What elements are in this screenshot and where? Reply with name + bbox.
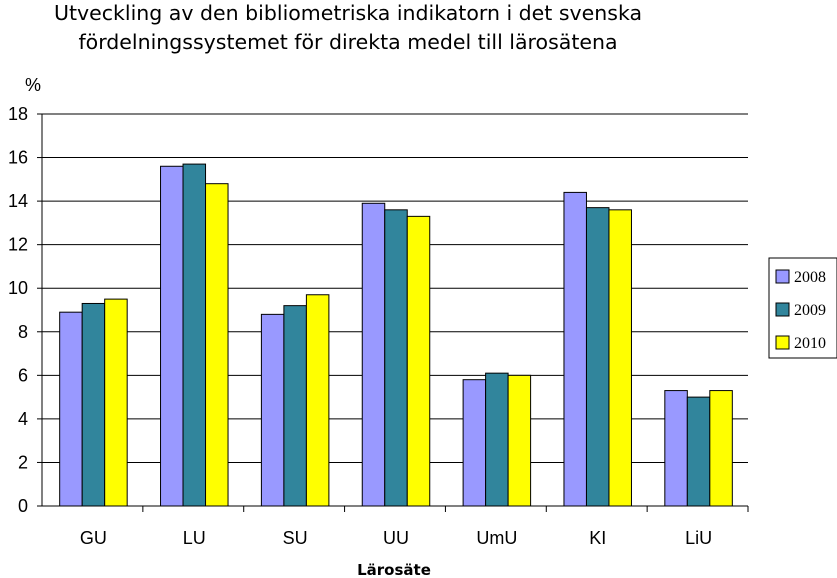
bar-GU-2010 [104, 298, 128, 507]
x-tick-label: LiU [685, 528, 712, 548]
y-tick-label: 8 [18, 322, 28, 342]
legend-label-2009: 2009 [794, 302, 826, 319]
bar-UmU-2008 [462, 379, 487, 507]
bar-KI-2008 [563, 191, 587, 507]
bar-GU-2008 [59, 311, 83, 507]
x-tick-label: LU [183, 528, 206, 548]
chart-title-line-1: Utveckling av den bibliometriska indikat… [54, 1, 642, 25]
x-tick-label: SU [283, 528, 308, 548]
bars [59, 163, 733, 507]
x-tick-labels: GU LU SU UU UmU KI LiU [80, 528, 712, 548]
legend-swatch-2009 [775, 302, 790, 317]
y-tick-label: 10 [8, 278, 28, 298]
legend-swatch-2008 [775, 269, 790, 284]
bar-UmU-2010 [507, 374, 532, 507]
y-tick-label: 12 [8, 235, 28, 255]
bar-UU-2009 [384, 209, 408, 507]
bar-LiU-2010 [709, 390, 733, 507]
bar-UU-2008 [361, 202, 386, 507]
x-tick-label: UmU [476, 528, 517, 548]
x-axis-title: Lärosäte [357, 561, 431, 578]
legend-label-2010: 2010 [794, 335, 826, 352]
y-tick-labels: 0 2 4 6 8 10 12 14 16 18 [8, 104, 28, 516]
bar-LiU-2008 [664, 390, 688, 507]
chart-title-line-2: fördelningssystemet för direkta medel ti… [78, 30, 617, 54]
bar-UU-2010 [406, 215, 431, 507]
y-axis-unit-label: % [25, 75, 41, 95]
bar-GU-2009 [81, 302, 106, 507]
y-tick-label: 18 [8, 104, 28, 124]
bar-SU-2008 [260, 313, 285, 507]
y-tick-label: 2 [18, 452, 28, 472]
x-tick-label: UU [383, 528, 409, 548]
x-tick-label: KI [589, 528, 606, 548]
bar-LU-2008 [160, 165, 184, 507]
y-tick-label: 4 [18, 409, 28, 429]
bar-KI-2009 [585, 207, 610, 507]
y-tick-label: 0 [18, 496, 28, 516]
x-tick-label: GU [80, 528, 107, 548]
y-tick-label: 16 [8, 148, 28, 168]
y-tick-label: 6 [18, 365, 28, 385]
bar-KI-2010 [608, 209, 632, 507]
bar-LiU-2009 [686, 396, 711, 507]
y-tick-label: 14 [8, 191, 28, 211]
bar-SU-2009 [283, 305, 307, 507]
bar-LU-2010 [205, 183, 229, 507]
axes [37, 113, 749, 512]
legend: 2008 2009 2010 [768, 257, 837, 359]
bar-UmU-2009 [485, 372, 509, 507]
bar-SU-2010 [305, 294, 330, 507]
legend-swatch-2010 [775, 335, 790, 350]
legend-label-2008: 2008 [794, 269, 826, 286]
bar-LU-2009 [182, 163, 207, 507]
